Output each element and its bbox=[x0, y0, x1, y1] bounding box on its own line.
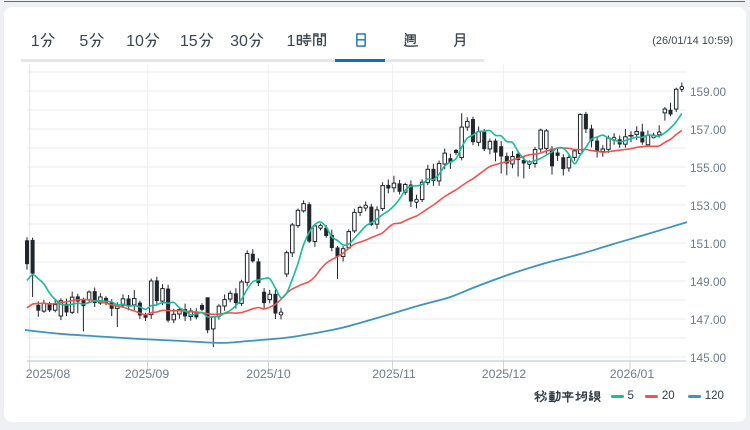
svg-text:145.00: 145.00 bbox=[690, 351, 727, 365]
svg-text:155.00: 155.00 bbox=[690, 161, 727, 175]
svg-text:153.00: 153.00 bbox=[690, 199, 727, 213]
svg-text:149.00: 149.00 bbox=[690, 275, 727, 289]
svg-text:151.00: 151.00 bbox=[690, 237, 727, 251]
svg-text:2025/12: 2025/12 bbox=[482, 367, 527, 381]
svg-text:2025/11: 2025/11 bbox=[372, 367, 416, 381]
svg-text:2026/01: 2026/01 bbox=[610, 367, 655, 381]
svg-text:2025/10: 2025/10 bbox=[246, 367, 291, 381]
svg-text:2025/09: 2025/09 bbox=[125, 367, 170, 381]
svg-text:147.00: 147.00 bbox=[690, 313, 727, 327]
svg-text:157.00: 157.00 bbox=[690, 123, 727, 137]
svg-text:159.00: 159.00 bbox=[690, 85, 727, 99]
svg-text:2025/08: 2025/08 bbox=[26, 367, 71, 381]
